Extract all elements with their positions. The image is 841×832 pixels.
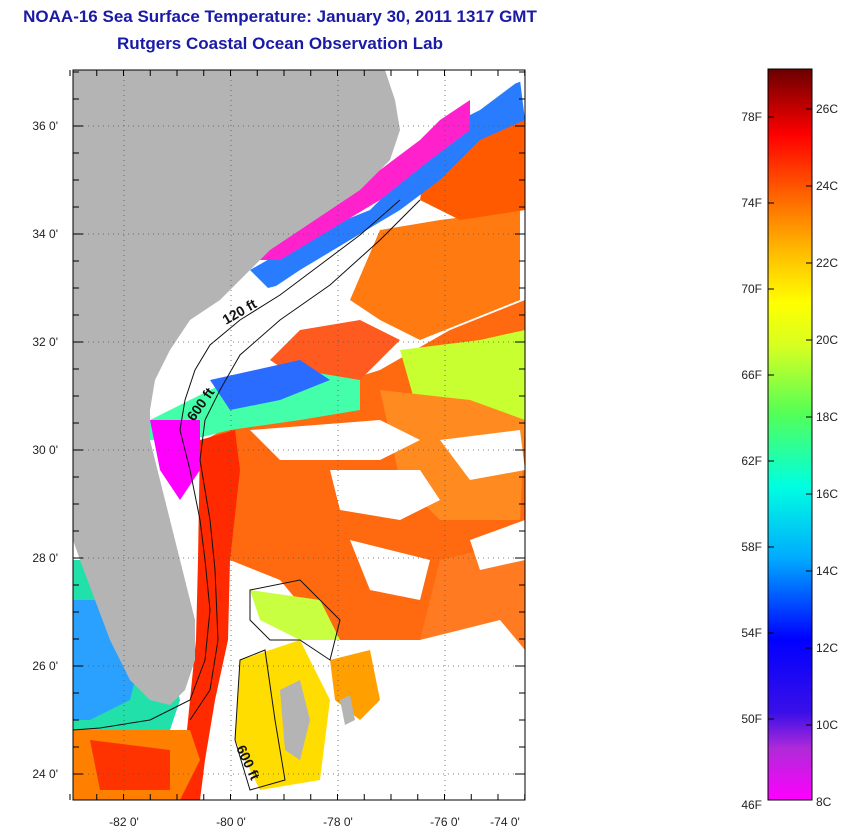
cb-f-label: 62F — [741, 454, 762, 468]
cb-f-label: 78F — [741, 110, 762, 124]
cb-f-label: 70F — [741, 282, 762, 296]
lat-label-26: 26 0' — [32, 659, 58, 673]
lat-label-32: 32 0' — [32, 335, 58, 349]
map-title: NOAA-16 Sea Surface Temperature: January… — [23, 7, 537, 26]
cb-c-label: 24C — [816, 179, 838, 193]
cb-c-label: 14C — [816, 564, 838, 578]
lat-label-30: 30 0' — [32, 443, 58, 457]
map-subtitle: Rutgers Coastal Ocean Observation Lab — [117, 34, 443, 53]
cb-f-label: 46F — [741, 798, 762, 812]
latitude-axis: 36 0' 34 0' 32 0' 30 0' 28 0' 26 0' 24 0… — [32, 119, 58, 781]
longitude-axis: -82 0' -80 0' -78 0' -76 0' -74 0' — [109, 815, 520, 829]
cb-f-label: 54F — [741, 626, 762, 640]
cb-c-label: 16C — [816, 487, 838, 501]
lat-label-24: 24 0' — [32, 767, 58, 781]
cb-f-label: 66F — [741, 368, 762, 382]
cb-f-label: 58F — [741, 540, 762, 554]
cb-f-label: 50F — [741, 712, 762, 726]
temperature-colorbar: 78F 74F 70F 66F 62F 58F 54F 50F 46F 26C … — [741, 68, 838, 812]
lat-label-34: 34 0' — [32, 227, 58, 241]
cb-c-label: 10C — [816, 718, 838, 732]
cb-c-label: 8C — [816, 795, 832, 809]
sst-field — [73, 70, 525, 800]
map-frame — [72, 69, 526, 801]
colorbar-gradient — [767, 68, 813, 801]
lon-label-80: -80 0' — [216, 815, 246, 829]
cb-c-label: 26C — [816, 102, 838, 116]
map-ticks — [69, 70, 526, 800]
cb-c-label: 18C — [816, 410, 838, 424]
cb-f-label: 74F — [741, 196, 762, 210]
lon-label-82: -82 0' — [109, 815, 139, 829]
colorbar-ticks — [768, 108, 812, 726]
lat-label-28: 28 0' — [32, 551, 58, 565]
cb-c-label: 22C — [816, 256, 838, 270]
cb-c-label: 20C — [816, 333, 838, 347]
cb-c-label: 12C — [816, 641, 838, 655]
colorbar-fahrenheit-labels: 78F 74F 70F 66F 62F 58F 54F 50F 46F — [741, 110, 762, 812]
lon-label-74: -74 0' — [490, 815, 520, 829]
map-grid — [73, 70, 525, 800]
lon-label-78: -78 0' — [323, 815, 353, 829]
lat-label-36: 36 0' — [32, 119, 58, 133]
lon-label-76: -76 0' — [430, 815, 460, 829]
colorbar-celsius-labels: 26C 24C 22C 20C 18C 16C 14C 12C 10C 8C — [816, 102, 838, 809]
